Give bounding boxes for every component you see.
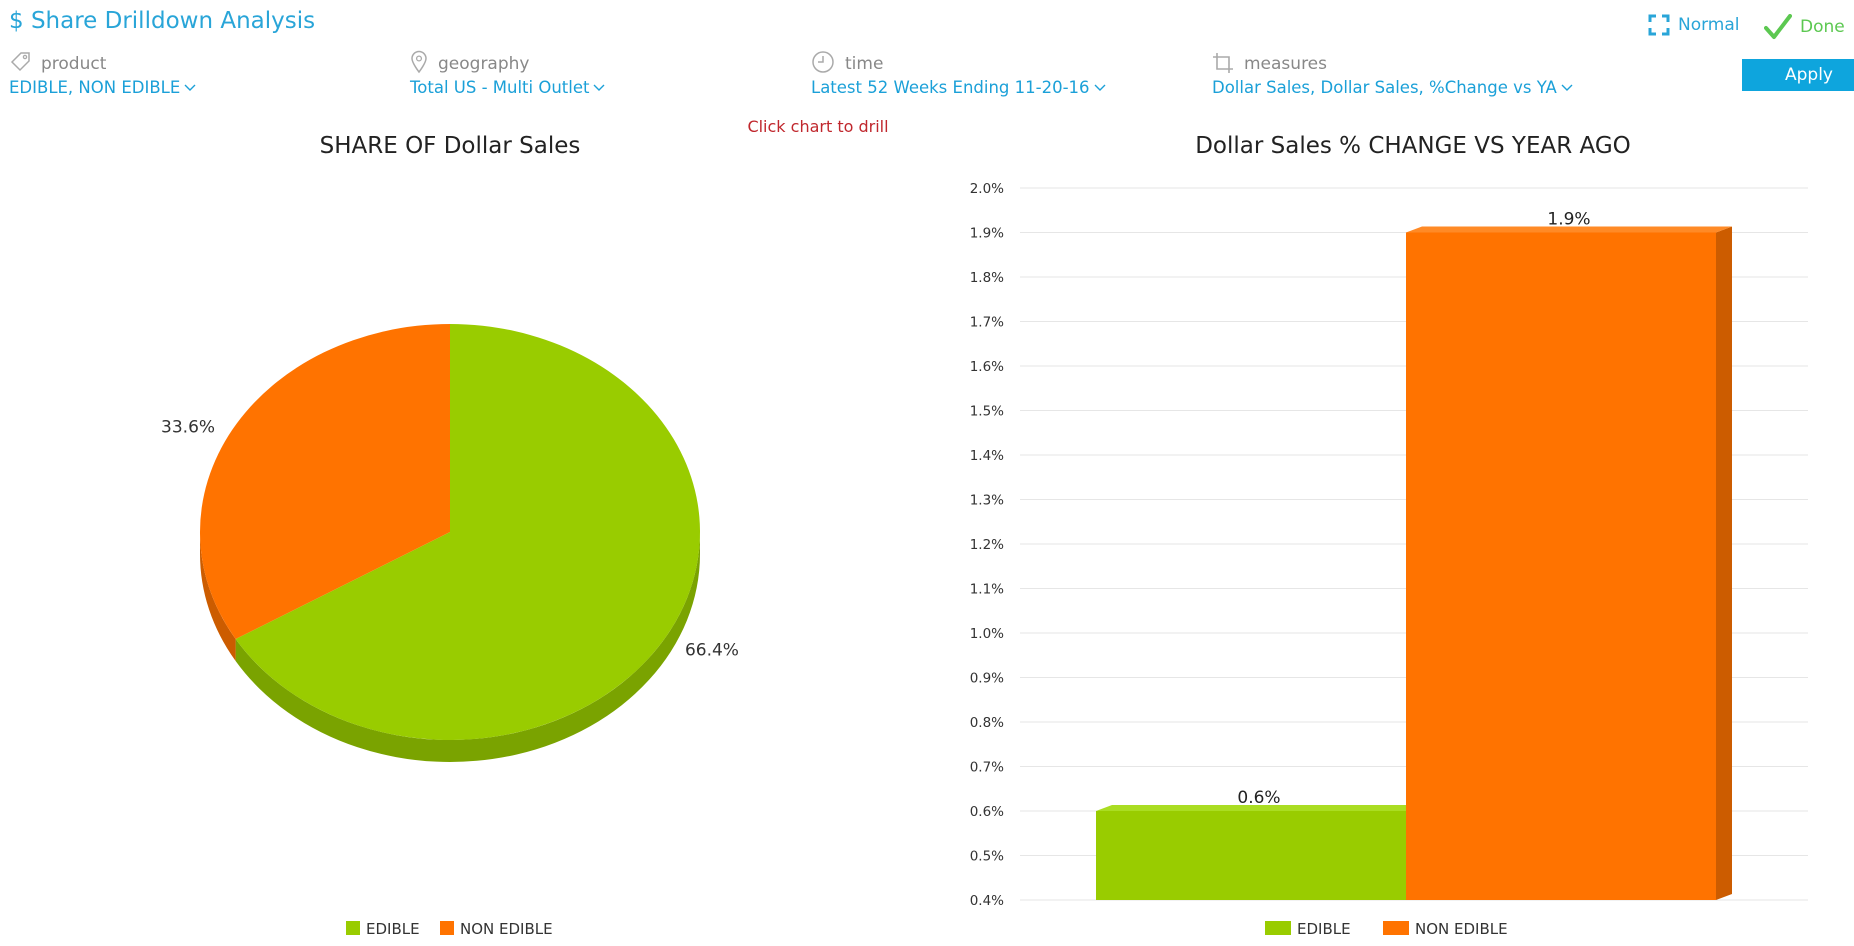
y-tick-label: 0.9% [970, 671, 1004, 687]
normal-view-button[interactable]: Normal [1648, 14, 1740, 36]
legend-item-non-edible[interactable]: NON EDIBLE [1383, 920, 1508, 938]
bar-value-labels: 0.6% 1.9% [1237, 210, 1590, 809]
y-tick-label: 1.9% [970, 226, 1004, 242]
y-tick-label: 1.4% [970, 448, 1004, 464]
geography-filter-label: geography [438, 54, 530, 74]
bar-label-non-edible: 1.9% [1547, 210, 1590, 230]
legend-label: EDIBLE [1297, 920, 1351, 938]
time-filter: time Latest 52 Weeks Ending 11-20-16 [811, 46, 1106, 97]
measures-dropdown[interactable]: Dollar Sales, Dollar Sales, %Change vs Y… [1212, 78, 1573, 97]
geography-filter: geography Total US - Multi Outlet [410, 46, 605, 97]
bar-chart[interactable]: Dollar Sales % CHANGE VS YEAR AGO 0.4%0.… [970, 133, 1808, 938]
geography-dropdown[interactable]: Total US - Multi Outlet [410, 78, 605, 97]
pie-chart-title: SHARE OF Dollar Sales [320, 133, 581, 159]
measures-filter-label: measures [1244, 54, 1327, 74]
bar-side [1716, 226, 1732, 900]
pie-label-edible: 66.4% [685, 640, 739, 660]
bar-y-axis-ticks: 0.4% 0.5% 0.6% 0.7% 0.8% 0.9% 1.0% 1.1% 1.2% 1.3%… [970, 181, 1004, 909]
y-tick-label: 0.4% [970, 893, 1004, 909]
clock-icon [812, 51, 834, 73]
y-tick-label: 2.0% [970, 181, 1004, 197]
chevron-down-icon [1561, 84, 1573, 91]
pie-slice-edible[interactable] [235, 324, 700, 741]
y-tick-label: 0.7% [970, 760, 1004, 776]
bar-front [1406, 232, 1716, 900]
bar-edible[interactable] [1096, 805, 1422, 900]
legend-label: EDIBLE [366, 920, 420, 938]
product-filter-label: product [41, 54, 107, 74]
pie-label-non-edible: 33.6% [161, 418, 215, 438]
y-tick-label: 1.3% [970, 493, 1004, 509]
chevron-down-icon [1094, 84, 1106, 91]
y-tick-label: 1.0% [970, 626, 1004, 642]
measures-value: Dollar Sales, Dollar Sales, %Change vs Y… [1212, 78, 1557, 97]
legend-label: NON EDIBLE [460, 920, 553, 938]
page-title: $ Share Drilldown Analysis [9, 8, 316, 34]
tag-icon [10, 52, 30, 72]
y-tick-label: 1.7% [970, 315, 1004, 331]
legend-item-edible[interactable]: EDIBLE [346, 920, 420, 938]
legend-swatch [1265, 921, 1291, 935]
product-value: EDIBLE, NON EDIBLE [9, 78, 181, 97]
pie-slice-non-edible[interactable] [200, 324, 450, 640]
chevron-down-icon [593, 84, 605, 91]
pie-slice-side-non-edible [200, 532, 236, 662]
done-button[interactable]: Done [1764, 14, 1845, 40]
bar-legend: EDIBLE NON EDIBLE [1265, 920, 1508, 938]
legend-swatch [346, 921, 360, 935]
geography-value: Total US - Multi Outlet [410, 78, 590, 97]
normal-label: Normal [1678, 15, 1740, 35]
product-dropdown[interactable]: EDIBLE, NON EDIBLE [9, 78, 196, 97]
bar-non-edible[interactable] [1406, 226, 1732, 901]
y-tick-label: 0.8% [970, 715, 1004, 731]
pie-legend: EDIBLE NON EDIBLE [346, 920, 553, 938]
y-tick-label: 1.2% [970, 537, 1004, 553]
legend-item-edible[interactable]: EDIBLE [1265, 920, 1351, 938]
crop-icon [1213, 53, 1233, 73]
y-tick-label: 1.1% [970, 582, 1004, 598]
legend-swatch [440, 921, 454, 935]
time-dropdown[interactable]: Latest 52 Weeks Ending 11-20-16 [811, 78, 1106, 97]
location-pin-icon [411, 50, 427, 74]
bar-front [1096, 811, 1406, 900]
measures-filter: measures Dollar Sales, Dollar Sales, %Ch… [1212, 46, 1573, 97]
bar-top [1096, 805, 1422, 811]
y-tick-label: 0.6% [970, 804, 1004, 820]
y-tick-label: 1.8% [970, 270, 1004, 286]
chevron-down-icon [184, 84, 196, 91]
time-value: Latest 52 Weeks Ending 11-20-16 [811, 78, 1090, 97]
time-filter-label: time [845, 54, 884, 74]
y-tick-label: 1.5% [970, 404, 1004, 420]
done-label: Done [1800, 17, 1845, 37]
product-filter: product EDIBLE, NON EDIBLE [9, 46, 196, 97]
expand-icon [1648, 14, 1670, 36]
y-tick-label: 0.5% [970, 849, 1004, 865]
bars[interactable] [1096, 226, 1732, 901]
bar-top [1406, 226, 1732, 233]
checkmark-icon [1764, 14, 1792, 39]
pie-chart[interactable]: SHARE OF Dollar Sales 66.4% 33.6% EDIBLE N… [161, 133, 739, 938]
bar-chart-title: Dollar Sales % CHANGE VS YEAR AGO [1195, 133, 1631, 159]
y-tick-label: 1.6% [970, 359, 1004, 375]
drill-hint: Click chart to drill [747, 117, 889, 136]
legend-swatch [1383, 921, 1409, 935]
legend-item-non-edible[interactable]: NON EDIBLE [440, 920, 553, 938]
apply-button[interactable]: Apply [1742, 59, 1854, 91]
bar-label-edible: 0.6% [1237, 788, 1280, 808]
pie-slices[interactable] [200, 324, 700, 763]
pie-labels: 66.4% 33.6% [161, 418, 739, 661]
legend-label: NON EDIBLE [1415, 920, 1508, 938]
